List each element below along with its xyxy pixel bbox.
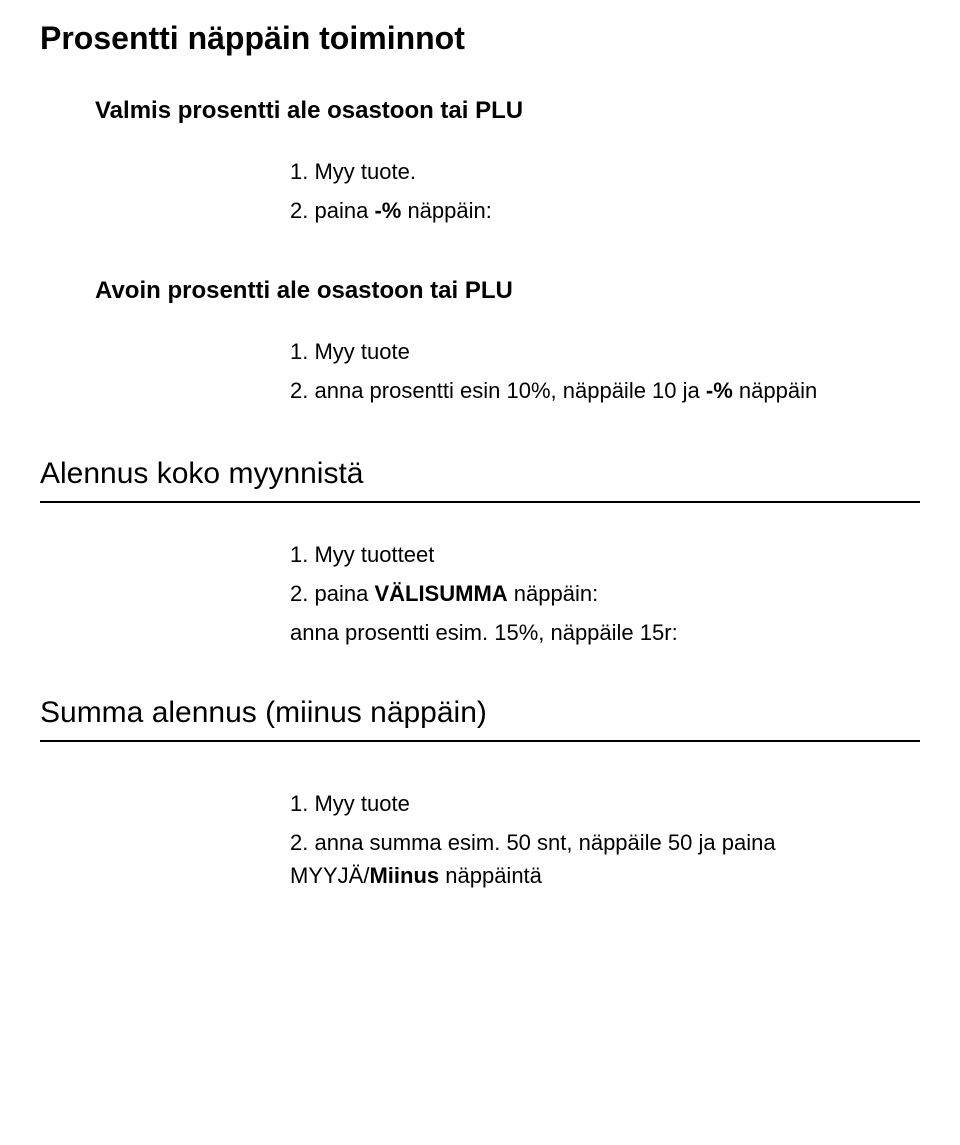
step-text-bold: -%	[374, 198, 401, 223]
step-number: 2.	[290, 378, 308, 403]
step-text-prefix: paina	[314, 581, 374, 606]
step-text-suffix: näppäin	[733, 378, 817, 403]
step-number: 1.	[290, 542, 308, 567]
page-title: Prosentti näppäin toiminnot	[40, 20, 920, 57]
steps-list-4: 1. Myy tuote 2. anna summa esim. 50 snt,…	[40, 787, 920, 892]
section-heading-valmis: Valmis prosentti ale osastoon tai PLU	[40, 97, 920, 125]
step-text-bold: Miinus	[369, 863, 439, 888]
step-item: 1. Myy tuote	[290, 787, 920, 820]
section-heading-avoin: Avoin prosentti ale osastoon tai PLU	[40, 277, 920, 305]
steps-list-3: 1. Myy tuotteet 2. paina VÄLISUMMA näppä…	[40, 538, 920, 610]
document-page: Prosentti näppäin toiminnot Valmis prose…	[0, 0, 960, 938]
step-item: 1. Myy tuotteet	[290, 538, 920, 571]
step-number: 1.	[290, 339, 308, 364]
section-heading-summa: Summa alennus (miinus näppäin)	[40, 696, 920, 742]
step-item: 1. Myy tuote.	[290, 155, 920, 188]
step-number: 2.	[290, 581, 308, 606]
step-number: 1.	[290, 791, 308, 816]
step-item: 2. paina VÄLISUMMA näppäin:	[290, 577, 920, 610]
step-item: 2. anna summa esim. 50 snt, näppäile 50 …	[290, 826, 920, 892]
step-text-suffix: näppäin:	[401, 198, 492, 223]
step-item: 1. Myy tuote	[290, 335, 920, 368]
step-item: 2. paina -% näppäin:	[290, 194, 920, 227]
step-text: Myy tuote.	[314, 159, 415, 184]
steps-list-1: 1. Myy tuote. 2. paina -% näppäin:	[40, 155, 920, 227]
step-item: 2. anna prosentti esin 10%, näppäile 10 …	[290, 374, 920, 407]
step-text-prefix: paina	[314, 198, 374, 223]
step-text-suffix: näppäin:	[508, 581, 599, 606]
step-text-bold: -%	[706, 378, 733, 403]
step-text-suffix: näppäintä	[439, 863, 542, 888]
step-text: Myy tuote	[314, 791, 409, 816]
section-heading-alennus: Alennus koko myynnistä	[40, 457, 920, 503]
step-text: Myy tuotteet	[314, 542, 434, 567]
step-number: 2.	[290, 198, 308, 223]
step-number: 1.	[290, 159, 308, 184]
step-text-prefix: anna prosentti esin 10%, näppäile 10 ja	[314, 378, 705, 403]
steps-list-2: 1. Myy tuote 2. anna prosentti esin 10%,…	[40, 335, 920, 407]
extra-instruction: anna prosentti esim. 15%, näppäile 15r:	[40, 620, 920, 646]
step-number: 2.	[290, 830, 308, 855]
step-text-bold: VÄLISUMMA	[374, 581, 507, 606]
step-text: Myy tuote	[314, 339, 409, 364]
